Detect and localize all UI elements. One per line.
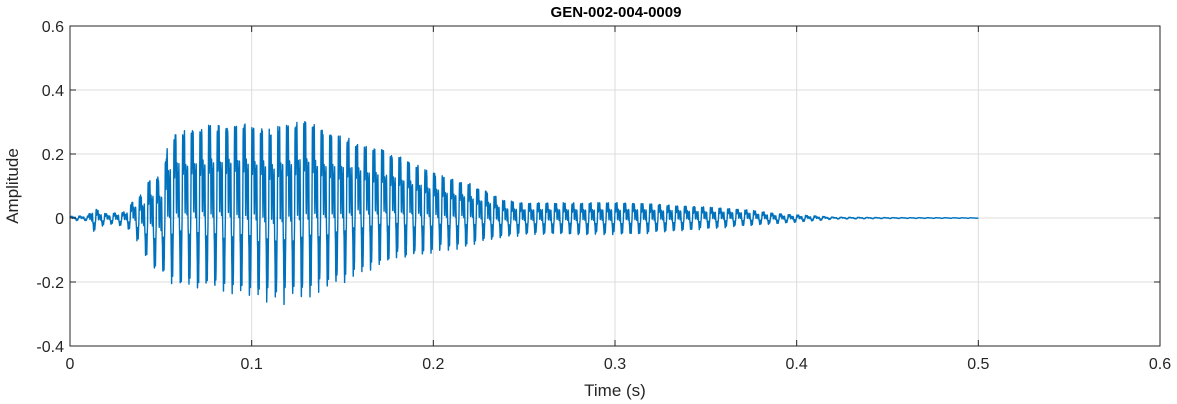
y-tick-label: 0.4: [42, 83, 64, 100]
y-tick-label: 0.6: [42, 19, 64, 36]
y-axis-label: Amplitude: [3, 148, 22, 224]
plot-area: [69, 121, 979, 306]
x-tick-label: 0.4: [786, 356, 808, 373]
x-tick-label: 0.5: [967, 356, 989, 373]
x-tick-label: 0.1: [241, 356, 263, 373]
x-tick-label: 0: [66, 356, 75, 373]
x-axis: 0 0.1 0.2 0.3 0.4 0.5 0.6: [66, 26, 1171, 373]
x-tick-label: 0.3: [604, 356, 626, 373]
y-tick-label: 0.2: [42, 147, 64, 164]
y-axis: -0.4 -0.2 0 0.2 0.4 0.6: [36, 19, 1160, 356]
chart-title: GEN-002-004-0009: [551, 4, 682, 21]
y-tick-label: -0.2: [36, 275, 64, 292]
grid: [69, 25, 1161, 347]
x-tick-label: 0.6: [1149, 356, 1171, 373]
x-axis-label: Time (s): [584, 381, 646, 400]
waveform-line: [69, 121, 979, 306]
y-tick-label: -0.4: [36, 339, 64, 356]
x-tick-label: 0.2: [422, 356, 444, 373]
y-tick-label: 0: [55, 211, 64, 228]
